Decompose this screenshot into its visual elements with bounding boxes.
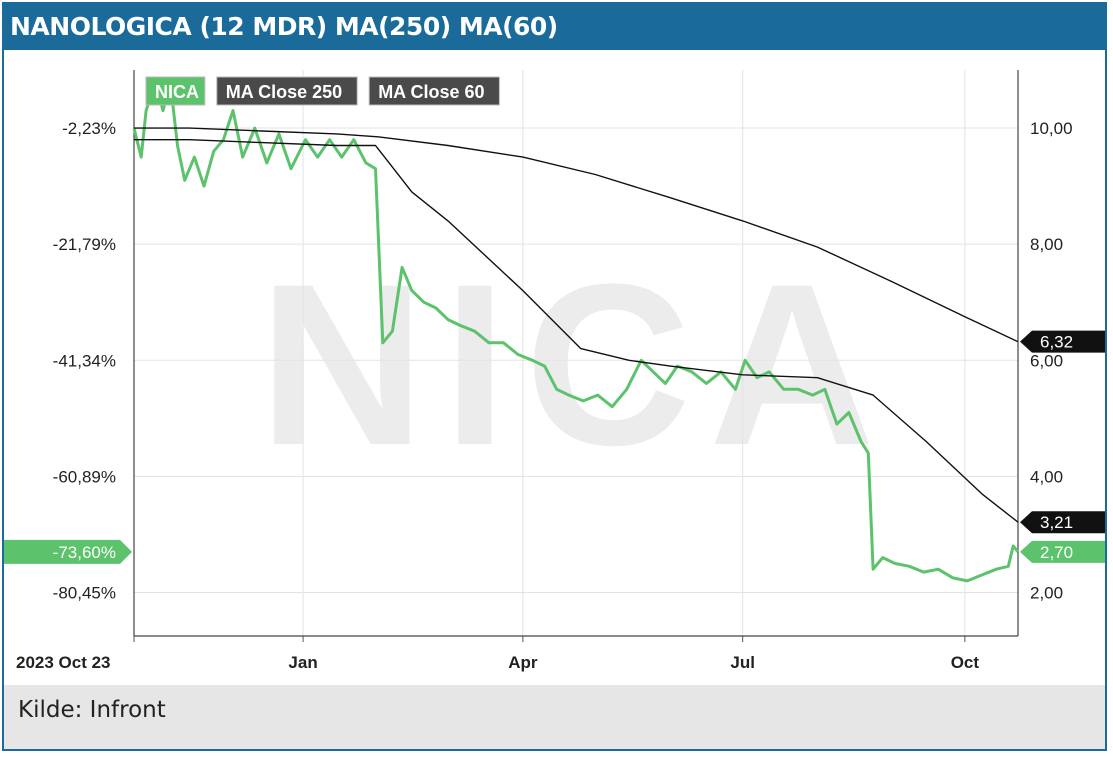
last-pct-label: -73,60%	[53, 543, 116, 562]
last-value-badge	[1020, 511, 1105, 534]
last-value-label: 3,21	[1040, 513, 1073, 532]
chart-title: NANOLOGICA (12 MDR) MA(250) MA(60)	[4, 4, 1105, 50]
chart-canvas: NICA 10,00 -2,23% 8,00 -21,79% 6,00 -41,34% 4,0…	[4, 70, 1105, 672]
last-value-badge	[1020, 330, 1105, 353]
last-value-label: 2,70	[1040, 543, 1073, 562]
legend-swatch	[368, 76, 500, 106]
y-left-tick-label: -2,23%	[62, 119, 116, 138]
watermark-text: NICA	[259, 236, 893, 493]
legend-swatch	[145, 76, 206, 106]
x-tick-label: 2023 Oct 23	[16, 653, 111, 672]
y-right-tick-label: 4,00	[1030, 467, 1063, 486]
series-line-ma-close-250	[134, 127, 1019, 343]
legend-label: NICA	[155, 82, 199, 102]
source-note: Kilde: Infront	[4, 685, 1105, 749]
series-line-ma-close-60	[134, 139, 1019, 523]
x-tick-label: Apr	[508, 653, 538, 672]
y-left-tick-label: -60,89%	[53, 467, 116, 486]
y-left-tick-label: -80,45%	[53, 583, 116, 602]
last-value-label: 6,32	[1040, 333, 1073, 352]
x-tick-label: Jan	[288, 653, 317, 672]
legend-label: MA Close 250	[226, 82, 342, 102]
last-value-badge	[1020, 540, 1105, 563]
last-pct-badge	[4, 539, 132, 564]
y-left-tick-label: -41,34%	[53, 351, 116, 370]
y-left-tick-label: -21,79%	[53, 235, 116, 254]
y-right-tick-label: 10,00	[1030, 119, 1073, 138]
y-right-tick-label: 2,00	[1030, 583, 1063, 602]
x-tick-label: Jul	[730, 653, 755, 672]
legend-swatch	[216, 76, 358, 106]
y-right-tick-label: 6,00	[1030, 351, 1063, 370]
y-right-tick-label: 8,00	[1030, 235, 1063, 254]
x-tick-label: Oct	[951, 653, 980, 672]
legend-label: MA Close 60	[378, 82, 484, 102]
